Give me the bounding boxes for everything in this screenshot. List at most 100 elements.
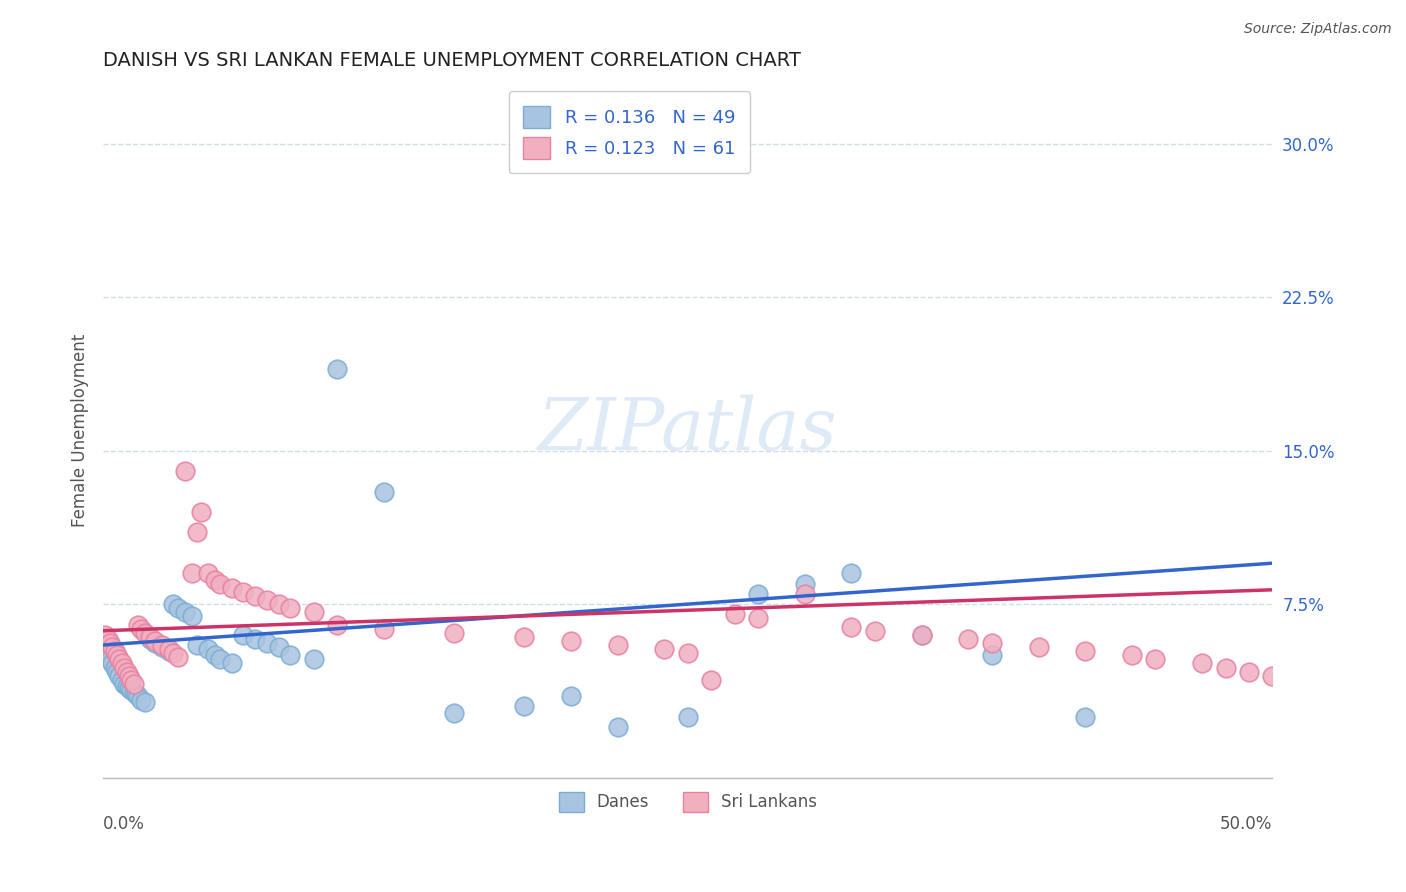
- Sri Lankans: [863, 624, 886, 638]
- Sri Lankans: [120, 673, 142, 687]
- Sri Lankans: [747, 611, 769, 625]
- Sri Lankans: [104, 644, 127, 658]
- Danes: [256, 636, 278, 650]
- Danes: [101, 657, 124, 671]
- Danes: [120, 683, 142, 698]
- Y-axis label: Female Unemployment: Female Unemployment: [72, 334, 89, 527]
- Sri Lankans: [190, 505, 212, 519]
- Danes: [115, 679, 138, 693]
- Danes: [221, 657, 243, 671]
- Sri Lankans: [1074, 644, 1097, 658]
- Sri Lankans: [243, 589, 266, 603]
- Danes: [108, 669, 131, 683]
- Danes: [243, 632, 266, 646]
- Sri Lankans: [1144, 652, 1167, 666]
- Danes: [112, 677, 135, 691]
- Sri Lankans: [111, 657, 134, 671]
- Danes: [793, 576, 815, 591]
- Danes: [118, 681, 141, 695]
- Sri Lankans: [980, 636, 1002, 650]
- Sri Lankans: [443, 625, 465, 640]
- Danes: [105, 665, 128, 679]
- Sri Lankans: [127, 617, 149, 632]
- Sri Lankans: [129, 622, 152, 636]
- Danes: [204, 648, 226, 663]
- Danes: [94, 638, 117, 652]
- Danes: [747, 587, 769, 601]
- Danes: [162, 597, 184, 611]
- Sri Lankans: [181, 566, 204, 581]
- Danes: [443, 706, 465, 720]
- Sri Lankans: [150, 638, 173, 652]
- Danes: [150, 640, 173, 654]
- Text: DANISH VS SRI LANKAN FEMALE UNEMPLOYMENT CORRELATION CHART: DANISH VS SRI LANKAN FEMALE UNEMPLOYMENT…: [103, 51, 801, 70]
- Danes: [98, 652, 121, 666]
- Sri Lankans: [256, 593, 278, 607]
- Sri Lankans: [112, 660, 135, 674]
- Danes: [167, 601, 190, 615]
- Sri Lankans: [197, 566, 219, 581]
- Danes: [186, 638, 208, 652]
- Sri Lankans: [841, 619, 863, 633]
- Danes: [513, 699, 536, 714]
- Danes: [373, 484, 395, 499]
- Danes: [606, 720, 628, 734]
- Danes: [181, 609, 204, 624]
- Sri Lankans: [700, 673, 723, 687]
- Sri Lankans: [118, 669, 141, 683]
- Danes: [326, 361, 349, 376]
- Sri Lankans: [1215, 660, 1237, 674]
- Sri Lankans: [910, 628, 932, 642]
- Text: Source: ZipAtlas.com: Source: ZipAtlas.com: [1244, 22, 1392, 37]
- Sri Lankans: [676, 646, 699, 660]
- Sri Lankans: [105, 648, 128, 663]
- Danes: [134, 695, 156, 709]
- Sri Lankans: [122, 677, 145, 691]
- Legend: Danes, Sri Lankans: Danes, Sri Lankans: [546, 779, 831, 825]
- Sri Lankans: [186, 525, 208, 540]
- Sri Lankans: [134, 625, 156, 640]
- Danes: [97, 648, 120, 663]
- Sri Lankans: [232, 584, 254, 599]
- Danes: [209, 652, 232, 666]
- Sri Lankans: [373, 622, 395, 636]
- Sri Lankans: [1191, 657, 1213, 671]
- Sri Lankans: [209, 576, 232, 591]
- Danes: [139, 632, 162, 646]
- Danes: [302, 652, 325, 666]
- Danes: [197, 642, 219, 657]
- Sri Lankans: [139, 630, 162, 644]
- Sri Lankans: [204, 573, 226, 587]
- Danes: [841, 566, 863, 581]
- Danes: [111, 673, 134, 687]
- Text: ZIPatlas: ZIPatlas: [538, 395, 838, 466]
- Danes: [560, 689, 582, 703]
- Danes: [174, 605, 197, 619]
- Sri Lankans: [302, 605, 325, 619]
- Sri Lankans: [94, 628, 117, 642]
- Danes: [127, 689, 149, 703]
- Sri Lankans: [1237, 665, 1260, 679]
- Danes: [125, 687, 148, 701]
- Danes: [129, 693, 152, 707]
- Sri Lankans: [143, 634, 166, 648]
- Sri Lankans: [174, 464, 197, 478]
- Sri Lankans: [606, 638, 628, 652]
- Danes: [143, 636, 166, 650]
- Danes: [1074, 709, 1097, 723]
- Sri Lankans: [1121, 648, 1143, 663]
- Sri Lankans: [1261, 669, 1284, 683]
- Sri Lankans: [221, 581, 243, 595]
- Danes: [980, 648, 1002, 663]
- Danes: [267, 640, 290, 654]
- Danes: [122, 685, 145, 699]
- Danes: [278, 648, 301, 663]
- Sri Lankans: [1028, 640, 1050, 654]
- Sri Lankans: [957, 632, 980, 646]
- Danes: [676, 709, 699, 723]
- Sri Lankans: [97, 632, 120, 646]
- Text: 0.0%: 0.0%: [103, 815, 145, 833]
- Sri Lankans: [513, 630, 536, 644]
- Sri Lankans: [267, 597, 290, 611]
- Sri Lankans: [278, 601, 301, 615]
